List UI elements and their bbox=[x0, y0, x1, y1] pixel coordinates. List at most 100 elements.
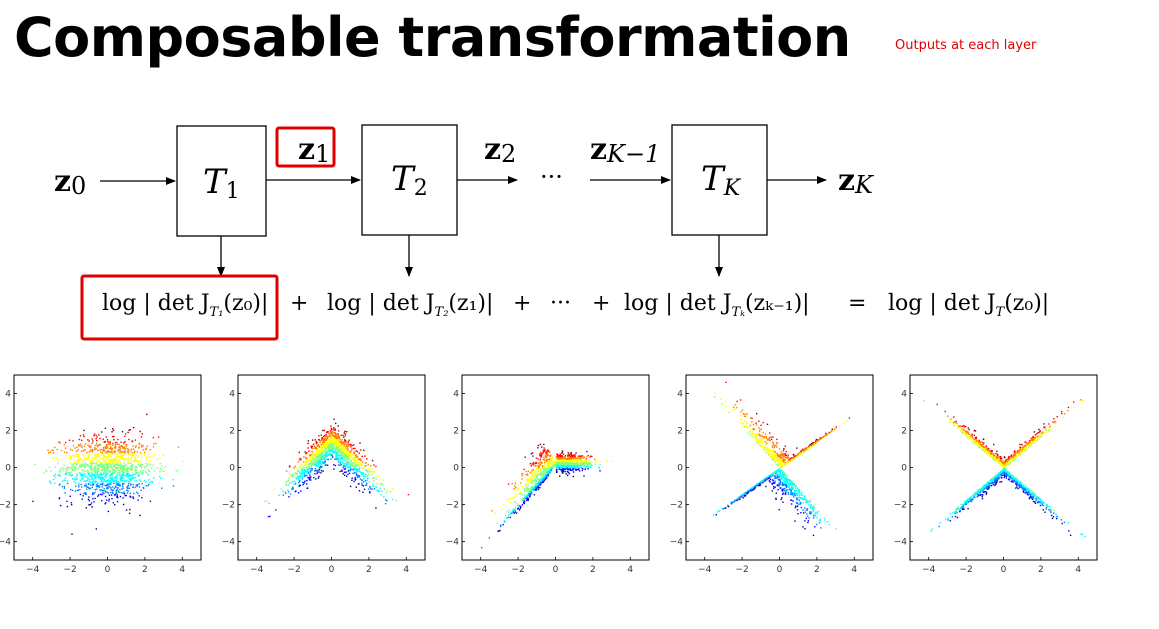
scatter-point bbox=[81, 473, 84, 476]
scatter-point bbox=[134, 473, 136, 475]
scatter-point bbox=[308, 479, 311, 481]
scatter-point bbox=[99, 444, 102, 446]
scatter-point bbox=[796, 499, 798, 501]
scatter-point bbox=[333, 468, 335, 470]
scatter-point bbox=[123, 442, 125, 445]
scatter-point bbox=[154, 470, 156, 472]
scatter-point bbox=[126, 479, 128, 482]
scatter-point bbox=[104, 475, 106, 477]
scatter-point bbox=[320, 455, 322, 458]
scatter-point bbox=[132, 445, 134, 447]
scatter-point bbox=[304, 480, 306, 482]
scatter-point bbox=[551, 457, 553, 460]
scatter-point bbox=[141, 473, 143, 475]
scatter-point bbox=[574, 466, 576, 469]
scatter-point bbox=[140, 467, 143, 469]
scatter-point bbox=[563, 463, 565, 465]
scatter-point bbox=[82, 434, 85, 436]
scatter-point bbox=[351, 477, 353, 479]
scatter-point bbox=[300, 464, 303, 466]
scatter-point bbox=[126, 492, 129, 494]
eq-plus-1: + bbox=[290, 291, 308, 316]
scatter-point bbox=[557, 457, 560, 459]
scatter-point bbox=[301, 476, 304, 478]
scatter-point bbox=[791, 484, 794, 486]
scatter-point bbox=[323, 446, 326, 448]
scatter-point bbox=[535, 480, 538, 482]
scatter-point bbox=[790, 486, 792, 489]
scatter-point bbox=[126, 472, 128, 475]
scatter-point bbox=[561, 467, 563, 469]
scatter-point bbox=[335, 446, 337, 449]
y-tick-label: 0 bbox=[229, 464, 235, 474]
scatter-point bbox=[321, 439, 323, 441]
scatter-point bbox=[97, 476, 99, 478]
scatter-point bbox=[107, 450, 109, 453]
scatter-point bbox=[578, 465, 580, 467]
scatter-point bbox=[514, 506, 517, 508]
scatter-point bbox=[337, 446, 339, 449]
scatter-point bbox=[122, 487, 124, 489]
scatter-point bbox=[588, 459, 590, 461]
scatter-point bbox=[587, 465, 589, 467]
scatter-point bbox=[542, 458, 545, 461]
scatter-point bbox=[99, 462, 102, 464]
scatter-point bbox=[324, 455, 327, 457]
scatter-point bbox=[159, 471, 161, 473]
scatter-point bbox=[72, 478, 74, 480]
scatter-point bbox=[579, 464, 581, 466]
scatter-point bbox=[124, 464, 127, 466]
scatter-point bbox=[759, 484, 762, 486]
scatter-point bbox=[79, 460, 81, 462]
scatter-point bbox=[352, 457, 355, 460]
scatter-point bbox=[549, 470, 551, 472]
scatter-point bbox=[310, 456, 312, 458]
scatter-point bbox=[294, 472, 296, 474]
scatter-point bbox=[768, 438, 770, 440]
scatter-point bbox=[177, 446, 180, 448]
scatter-point bbox=[314, 439, 316, 441]
scatter-point bbox=[126, 470, 128, 472]
scatter-point bbox=[322, 435, 325, 438]
scatter-point bbox=[342, 466, 344, 469]
scatter-point bbox=[89, 487, 92, 490]
scatter-point bbox=[346, 464, 348, 466]
scatter-point bbox=[756, 438, 758, 440]
scatter-point bbox=[102, 489, 105, 492]
scatter-point bbox=[126, 471, 129, 473]
scatter-point bbox=[317, 444, 320, 447]
var-zK: zK bbox=[838, 163, 875, 199]
scatter-point bbox=[338, 437, 341, 439]
scatter-point bbox=[350, 463, 353, 465]
scatter-point bbox=[83, 456, 86, 458]
scatter-point bbox=[131, 468, 133, 471]
scatter-point bbox=[132, 452, 134, 455]
scatter-point bbox=[361, 455, 363, 458]
scatter-point bbox=[515, 493, 517, 495]
scatter-point bbox=[544, 477, 546, 480]
scatter-point bbox=[125, 494, 127, 497]
scatter-point bbox=[127, 475, 130, 478]
scatter-point bbox=[497, 530, 499, 532]
scatter-point bbox=[119, 458, 121, 460]
scatter-point bbox=[539, 484, 541, 486]
scatter-point bbox=[565, 462, 567, 464]
scatter-point bbox=[302, 456, 305, 458]
scatter-point bbox=[523, 494, 525, 496]
scatter-point bbox=[164, 466, 167, 468]
scatter-point bbox=[748, 430, 750, 433]
scatter-point bbox=[360, 449, 362, 451]
scatter-point bbox=[385, 492, 387, 494]
scatter-point bbox=[817, 510, 820, 513]
scatter-point bbox=[116, 481, 118, 483]
scatter-point bbox=[795, 487, 797, 489]
scatter-point bbox=[118, 470, 121, 472]
scatter-point bbox=[365, 468, 367, 471]
scatter-point bbox=[349, 469, 351, 472]
scatter-point bbox=[540, 481, 543, 483]
scatter-point bbox=[309, 475, 311, 477]
scatter-point bbox=[559, 453, 561, 455]
scatter-point bbox=[554, 461, 556, 463]
scatter-point bbox=[88, 476, 91, 478]
scatter-point bbox=[784, 483, 787, 486]
